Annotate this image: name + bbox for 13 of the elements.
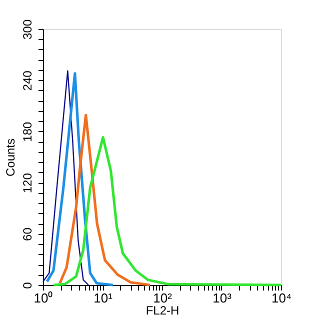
y-tick-label: 0 bbox=[20, 282, 34, 289]
y-tick-label: 240 bbox=[20, 70, 34, 91]
x-tick-label: 10³ bbox=[212, 290, 232, 306]
x-tick-label: 10¹ bbox=[94, 290, 114, 306]
y-tick-label: 300 bbox=[20, 19, 34, 40]
x-tick-label: 10⁴ bbox=[271, 290, 292, 306]
x-tick-label: 10⁰ bbox=[34, 290, 54, 306]
y-tick-label: 180 bbox=[20, 122, 34, 142]
y-axis-title: Counts bbox=[4, 138, 18, 177]
x-axis-title: FL2-H bbox=[146, 304, 180, 318]
y-tick-label: 60 bbox=[20, 227, 34, 241]
x-tick-label: 10² bbox=[153, 290, 173, 306]
y-tick-label: 120 bbox=[20, 172, 34, 194]
